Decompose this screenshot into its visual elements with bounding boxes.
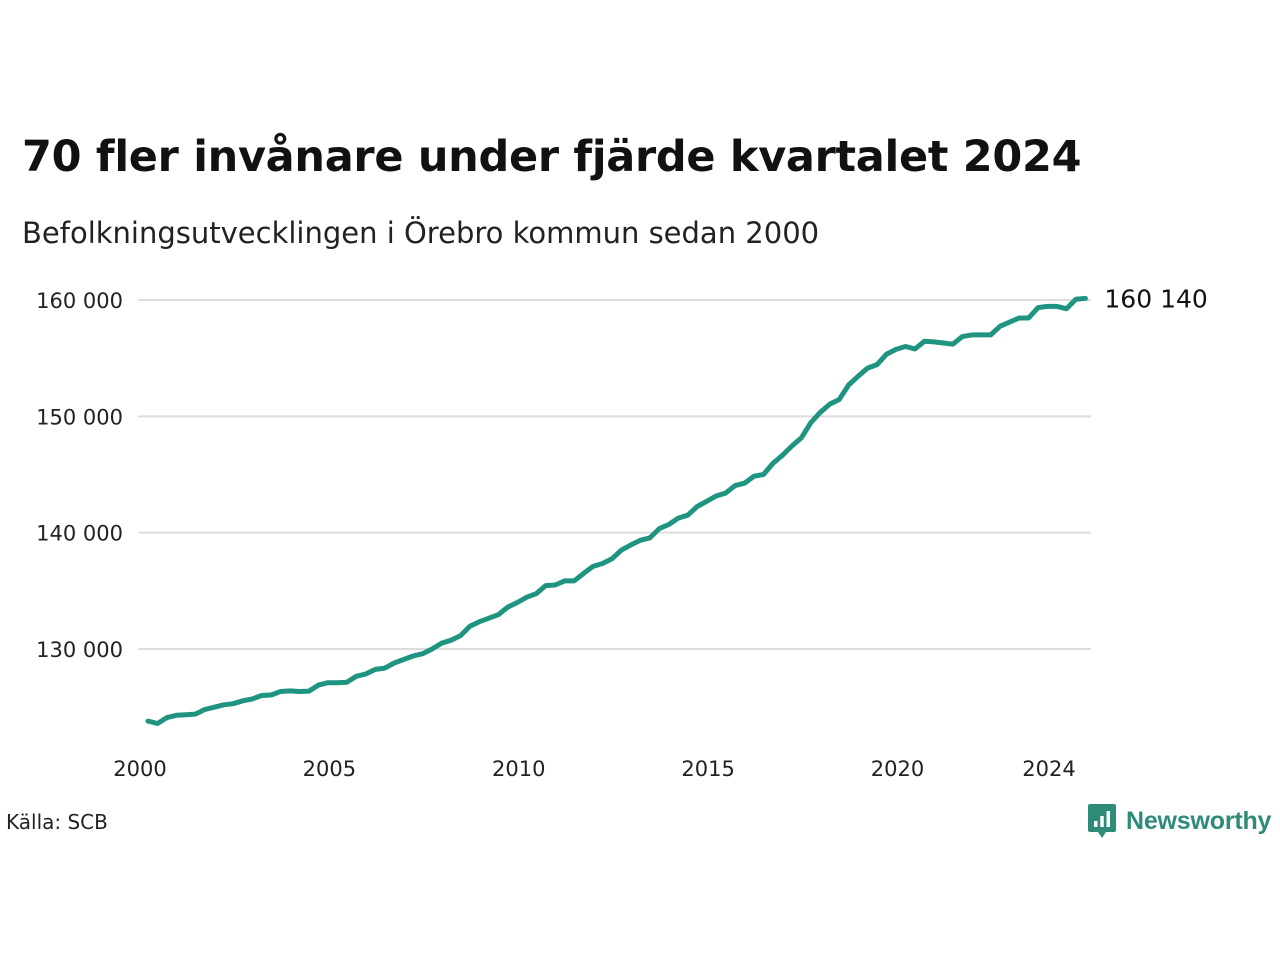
chart-subtitle: Befolkningsutvecklingen i Örebro kommun … bbox=[22, 216, 820, 250]
y-tick-label: 160 000 bbox=[36, 289, 123, 313]
source-note: Källa: SCB bbox=[6, 810, 108, 834]
x-axis-tick-labels: 2000 2005 2010 2015 2020 2024 bbox=[113, 757, 1075, 781]
y-axis-tick-labels: 130 000 140 000 150 000 160 000 bbox=[36, 289, 123, 662]
x-tick-label: 2010 bbox=[492, 757, 545, 781]
series-layer bbox=[145, 295, 1088, 726]
newsworthy-logo: Newsworthy bbox=[1088, 804, 1271, 838]
x-tick-label: 2005 bbox=[303, 757, 356, 781]
gridlines bbox=[138, 299, 1091, 650]
series-line-0 bbox=[145, 295, 1088, 726]
end-value-label: 160 140 bbox=[1104, 284, 1207, 313]
x-tick-label: 2000 bbox=[113, 757, 166, 781]
y-tick-label: 130 000 bbox=[36, 638, 123, 662]
newsworthy-chart-bubble-icon bbox=[1088, 804, 1116, 838]
x-tick-label: 2020 bbox=[871, 757, 924, 781]
x-tick-label: 2024 bbox=[1022, 757, 1075, 781]
chart-title: 70 fler invånare under fjärde kvartalet … bbox=[22, 132, 1082, 182]
y-tick-label: 140 000 bbox=[36, 522, 123, 546]
y-tick-label: 150 000 bbox=[36, 405, 123, 429]
brand-name: Newsworthy bbox=[1126, 806, 1272, 835]
x-tick-label: 2015 bbox=[681, 757, 734, 781]
